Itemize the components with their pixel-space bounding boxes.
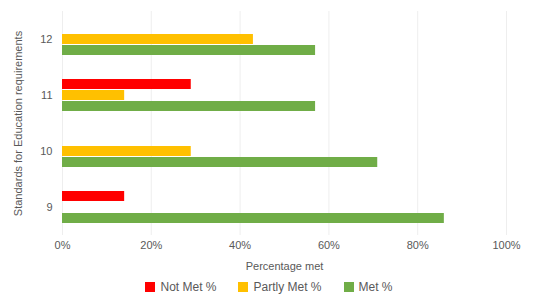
- svg-text:40%: 40%: [229, 239, 251, 251]
- svg-text:20%: 20%: [140, 239, 162, 251]
- svg-text:Standards for Education requir: Standards for Education requirements: [12, 30, 24, 216]
- svg-text:80%: 80%: [407, 239, 429, 251]
- svg-text:0%: 0%: [55, 239, 71, 251]
- html-text:Not Met %: Not Met %: [160, 280, 217, 294]
- svg-text:11: 11: [41, 89, 52, 101]
- svg-text:60%: 60%: [318, 239, 340, 251]
- svg-text:100%: 100%: [492, 239, 520, 251]
- svg-text:12: 12: [40, 33, 52, 45]
- html-text:Partly Met %: Partly Met %: [253, 280, 322, 294]
- svg-text:10: 10: [40, 145, 52, 157]
- svg-text:9: 9: [46, 201, 52, 213]
- svg-text:Percentage met: Percentage met: [246, 260, 324, 272]
- html-text:Met %: Met %: [358, 280, 393, 294]
